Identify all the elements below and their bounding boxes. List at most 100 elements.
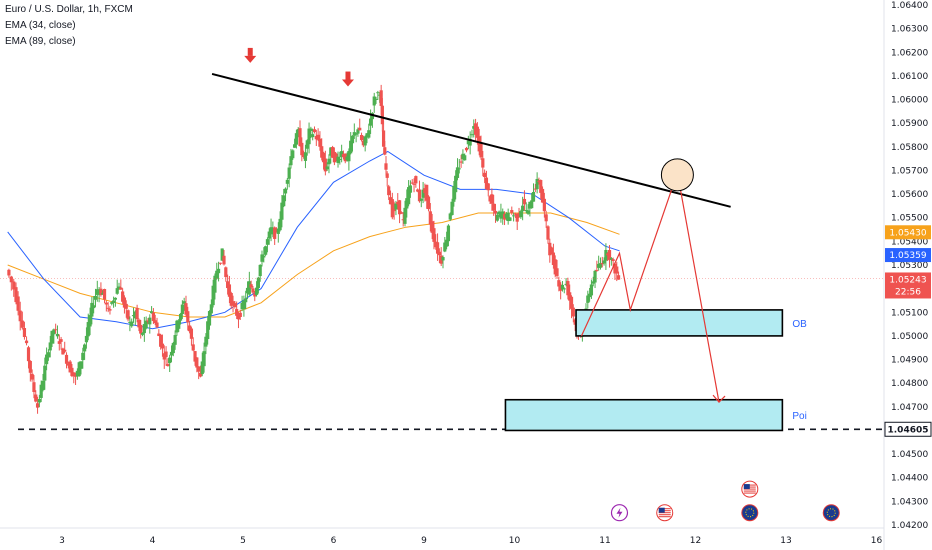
candle-body [52,329,56,335]
candle-body [384,163,388,170]
price-tick-label: 1.04900 [891,356,928,366]
candle-body [191,344,195,351]
candle-body [591,281,595,284]
candle-body [124,303,128,309]
candle-body [423,188,427,194]
price-tick-label: 1.04800 [891,379,928,389]
us-flag-icon[interactable] [741,480,759,498]
eu-flag-icon[interactable] [822,504,840,522]
candle-body [291,150,295,159]
candle-body [151,312,156,322]
candle-body [443,242,447,252]
candle-body [249,284,253,288]
candle-body [352,132,356,136]
candle-body [61,348,65,355]
candle-body [278,218,282,231]
candle-body [611,259,615,262]
candle-body [593,270,597,283]
price-axis[interactable]: 1.06400 1.06300 1.06200 1.06100 1.06000 1.059… [891,1,928,531]
candle-body [616,275,621,280]
trendline[interactable] [211,72,731,208]
candle-body [20,320,24,328]
time-axis[interactable]: 3 4 5 6 9 10 11 12 13 16 [59,536,882,546]
candle-body [265,239,270,245]
legend-ema34: EMA (34, close) [5,20,76,31]
candle-body [30,373,34,380]
price-tag: 22:56 [885,284,931,299]
event-markers[interactable] [610,480,840,522]
candle-body [171,343,175,354]
time-tick-label: 10 [509,536,521,546]
candle-body [139,324,143,334]
candle-body [446,225,451,242]
candle-body [215,270,219,279]
candle-body [242,300,246,310]
candle-body [363,136,367,146]
candle-body [598,263,603,268]
candle-body [130,321,134,327]
candle-body [168,357,172,364]
candle-body [121,291,125,302]
eu-flag-icon[interactable] [741,504,759,522]
candle-body [365,133,369,138]
candle-body [437,251,441,256]
price-tag-label: 1.04605 [888,425,929,435]
candle-body [477,136,481,152]
candle-body [200,361,204,375]
candle-body [338,158,342,160]
candle-body [302,152,306,158]
candle-body [318,138,322,147]
candle-body [450,201,454,216]
time-tick-label: 11 [599,536,610,546]
candle-body [607,250,612,260]
price-tag-bg [884,421,932,437]
candle-body [511,215,516,217]
target-circle[interactable] [660,158,694,192]
price-tag: 1.04605 [884,421,932,437]
candle-body [350,135,355,144]
candle-body [26,347,31,362]
candle-body [37,399,41,403]
candle-body [178,313,183,321]
candle-body [464,147,469,151]
candle-body [412,183,416,185]
candle-body [169,351,174,356]
price-tick-label: 1.05600 [891,190,928,200]
price-tick-label: 1.04300 [891,497,928,507]
candle-body [513,213,518,215]
candle-body [131,315,136,317]
candle-body [227,284,232,297]
candle-body [573,319,577,325]
candle-body [137,319,141,328]
candle-body [374,98,378,100]
price-tag: 1.05430 [885,225,931,240]
lightning-icon[interactable] [610,504,629,522]
plot-area[interactable] [0,0,884,528]
candle-body [283,188,288,194]
candle-body [321,152,326,163]
candle-body [432,228,436,242]
candle-body [463,155,467,161]
zone-poi[interactable] [504,398,784,432]
candle-body [222,255,226,265]
candle-body [34,394,38,402]
drawings: OB Poi [0,47,884,432]
candle-body [419,198,423,201]
candle-body [84,335,89,343]
candle-body [486,183,490,191]
candle-body [340,151,344,158]
candle-body [403,207,407,224]
price-tag-bg [885,225,931,240]
zone-ob[interactable] [575,309,784,337]
price-tick-label: 1.04400 [891,474,928,484]
price-tick-label: 1.05900 [891,119,928,129]
candle-body [22,328,27,338]
candle-body [595,270,599,272]
candle-body [311,134,315,138]
us-flag-icon[interactable] [656,504,674,522]
projection-path[interactable] [580,170,720,403]
price-tick-label: 1.04500 [891,450,928,460]
candle-body [111,300,116,303]
candle-body [586,295,590,303]
